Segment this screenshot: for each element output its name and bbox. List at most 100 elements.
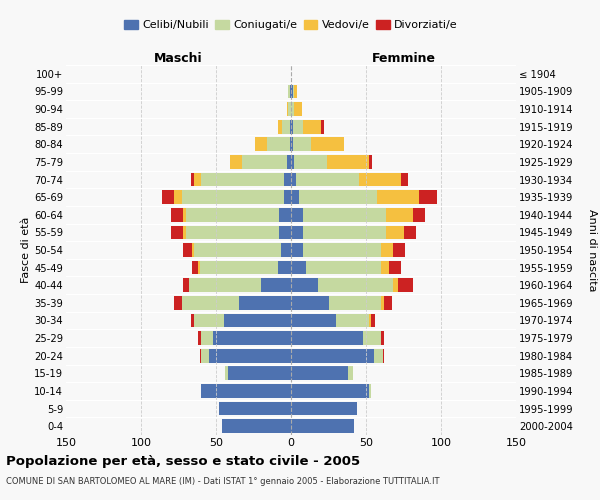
Bar xyxy=(296,172,359,186)
Bar xyxy=(183,243,192,257)
Bar xyxy=(201,331,213,345)
Bar xyxy=(294,155,327,169)
Bar xyxy=(193,172,201,186)
Bar xyxy=(277,120,282,134)
Bar xyxy=(229,155,241,169)
Bar xyxy=(381,296,384,310)
Bar xyxy=(174,190,182,204)
Y-axis label: Anni di nascita: Anni di nascita xyxy=(587,209,597,291)
Bar xyxy=(192,243,193,257)
Bar xyxy=(303,208,386,222)
Bar xyxy=(183,208,186,222)
Bar xyxy=(209,349,291,362)
Bar xyxy=(413,208,425,222)
Bar xyxy=(189,278,261,292)
Y-axis label: Fasce di età: Fasce di età xyxy=(22,217,31,283)
Bar xyxy=(369,314,371,328)
Bar xyxy=(277,260,291,274)
Bar xyxy=(291,349,373,362)
Bar xyxy=(291,331,363,345)
Bar xyxy=(291,120,293,134)
Bar xyxy=(225,366,228,380)
Bar xyxy=(290,84,291,98)
Bar xyxy=(291,278,318,292)
Bar xyxy=(191,172,193,186)
Bar xyxy=(241,155,287,169)
Bar xyxy=(386,226,404,239)
Bar xyxy=(401,172,408,186)
Bar xyxy=(321,120,324,134)
Bar xyxy=(381,243,393,257)
Bar xyxy=(171,226,183,239)
Bar xyxy=(371,314,375,328)
Bar xyxy=(182,190,284,204)
Bar xyxy=(291,172,296,186)
Bar xyxy=(291,402,357,415)
Bar xyxy=(223,314,291,328)
Bar xyxy=(222,420,291,433)
Bar xyxy=(279,208,291,222)
Bar xyxy=(327,155,369,169)
Bar xyxy=(299,190,377,204)
Bar xyxy=(198,331,201,345)
Bar xyxy=(398,278,413,292)
Bar xyxy=(199,260,277,274)
Bar xyxy=(369,384,371,398)
Bar xyxy=(389,260,401,274)
Bar xyxy=(284,172,291,186)
Bar xyxy=(267,138,290,151)
Bar xyxy=(186,208,279,222)
Bar xyxy=(386,208,413,222)
Bar xyxy=(198,260,199,274)
Bar xyxy=(291,384,369,398)
Bar xyxy=(193,314,223,328)
Bar xyxy=(393,243,405,257)
Bar xyxy=(291,208,303,222)
Bar xyxy=(290,120,291,134)
Bar xyxy=(404,226,415,239)
Bar xyxy=(311,138,343,151)
Bar xyxy=(291,243,303,257)
Bar xyxy=(183,226,186,239)
Bar xyxy=(279,226,291,239)
Bar xyxy=(384,296,392,310)
Bar xyxy=(291,420,354,433)
Bar xyxy=(261,278,291,292)
Bar xyxy=(255,138,267,151)
Bar xyxy=(419,190,437,204)
Bar xyxy=(291,190,299,204)
Bar xyxy=(373,349,383,362)
Bar xyxy=(318,278,393,292)
Bar xyxy=(239,296,291,310)
Bar xyxy=(290,138,291,151)
Text: Maschi: Maschi xyxy=(154,52,203,65)
Bar xyxy=(294,84,297,98)
Bar xyxy=(381,260,389,274)
Bar xyxy=(303,226,386,239)
Bar xyxy=(291,314,336,328)
Bar xyxy=(291,155,294,169)
Bar xyxy=(393,278,398,292)
Bar xyxy=(303,243,381,257)
Bar xyxy=(201,349,209,362)
Bar xyxy=(182,296,239,310)
Bar xyxy=(383,349,384,362)
Bar xyxy=(171,208,183,222)
Bar xyxy=(287,155,291,169)
Bar xyxy=(291,226,303,239)
Bar xyxy=(363,331,381,345)
Bar xyxy=(193,243,281,257)
Bar xyxy=(294,102,302,116)
Bar xyxy=(293,84,294,98)
Text: COMUNE DI SAN BARTOLOMEO AL MARE (IM) - Dati ISTAT 1° gennaio 2005 - Elaborazion: COMUNE DI SAN BARTOLOMEO AL MARE (IM) - … xyxy=(6,478,439,486)
Bar xyxy=(219,402,291,415)
Bar xyxy=(186,226,279,239)
Bar xyxy=(191,314,193,328)
Bar xyxy=(359,172,401,186)
Bar xyxy=(199,349,201,362)
Bar xyxy=(288,102,291,116)
Bar xyxy=(284,190,291,204)
Bar xyxy=(377,190,419,204)
Bar xyxy=(293,138,311,151)
Bar xyxy=(293,120,303,134)
